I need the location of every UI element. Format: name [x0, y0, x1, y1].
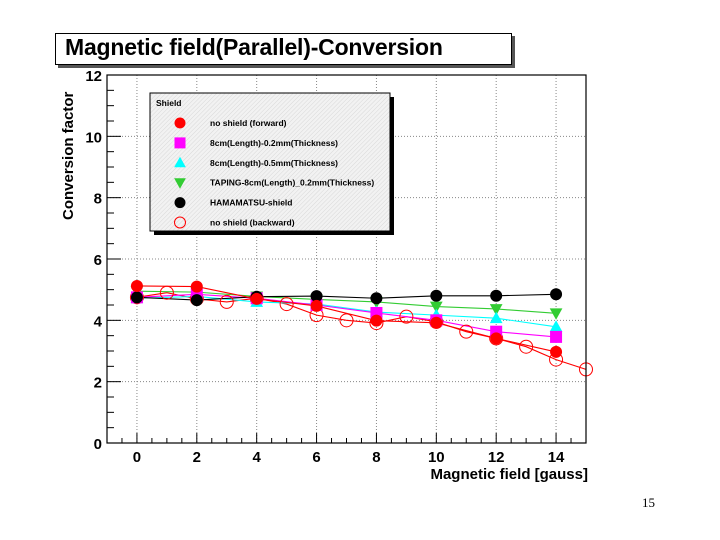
y-tick-label: 12 [85, 68, 102, 85]
data-point [370, 292, 383, 305]
data-point [174, 117, 186, 129]
y-tick-label: 2 [94, 375, 102, 392]
data-point [279, 297, 294, 312]
data-point [550, 288, 563, 301]
chart-title: Magnetic field(Parallel)-Conversion [65, 34, 443, 60]
x-tick-label: 12 [488, 449, 505, 466]
legend-entry-label: 8cm(Length)-0.2mm(Thickness) [210, 138, 338, 148]
data-point [549, 308, 563, 320]
x-tick-label: 4 [253, 449, 262, 466]
series-line [136, 293, 557, 338]
x-tick-label: 6 [312, 449, 320, 466]
legend-title: Shield [156, 98, 182, 108]
y-tick-label: 10 [85, 129, 102, 146]
data-point [490, 289, 503, 302]
page-number: 15 [642, 495, 655, 510]
legend: Shield no shield (forward) 8cm(Length)-0.2… [149, 92, 394, 235]
legend-entry-label: 8cm(Length)-0.5mm(Thickness) [210, 158, 338, 168]
data-point [339, 313, 354, 328]
series-line [136, 295, 557, 328]
data-point [174, 178, 186, 189]
data-point [429, 301, 443, 314]
data-point [174, 156, 186, 168]
series-line [136, 290, 557, 314]
data-point [130, 291, 143, 304]
y-axis-title: Conversion factor [60, 91, 77, 220]
y-tick-label: 0 [94, 436, 102, 453]
axes: 0 2 4 6 8 10 12 14 0 2 4 6 8 10 12 [85, 68, 587, 466]
chart-title-box: Magnetic field(Parallel)-Conversion [55, 33, 512, 65]
data-point [190, 280, 203, 293]
data-point [459, 324, 474, 339]
y-tick-label: 8 [94, 191, 102, 208]
legend-entry-label: no shield (backward) [210, 218, 295, 228]
legend-entry-label: HAMAMATSU-shield [210, 198, 292, 208]
data-point [430, 316, 443, 329]
data-point [190, 294, 203, 307]
series-line [136, 285, 557, 353]
data-point [550, 345, 563, 358]
series-line [136, 292, 587, 370]
y-tick-label: 4 [94, 313, 103, 330]
data-point [490, 332, 503, 345]
data-point [174, 197, 186, 209]
data-point [519, 339, 534, 354]
data-point [370, 314, 383, 327]
data-point [310, 299, 323, 312]
legend-entry-label: no shield (forward) [210, 118, 287, 128]
data-point [550, 330, 563, 343]
data-point [174, 216, 186, 229]
data-point [430, 289, 443, 302]
series-markers-group [130, 288, 563, 307]
x-tick-label: 0 [133, 449, 141, 466]
series-markers-group [130, 279, 563, 358]
series-lines [136, 285, 587, 370]
y-tick-label: 6 [94, 252, 102, 269]
data-point [219, 294, 234, 309]
data-point [399, 309, 414, 324]
data-point [130, 279, 143, 292]
series-line [136, 293, 557, 301]
x-tick-label: 14 [548, 449, 565, 466]
legend-entry-label: TAPING-8cm(Length)_0.2mm(Thickness) [210, 178, 374, 188]
data-point [159, 285, 174, 300]
x-tick-label: 2 [193, 449, 201, 466]
series-markers [129, 279, 593, 377]
data-point [489, 304, 503, 316]
x-tick-label: 8 [372, 449, 380, 466]
x-axis-title: Magnetic field [gauss] [430, 466, 588, 483]
x-tick-label: 10 [428, 449, 445, 466]
data-point [489, 311, 503, 324]
data-point [174, 137, 186, 149]
legend-box [149, 92, 391, 232]
data-point [250, 292, 263, 305]
